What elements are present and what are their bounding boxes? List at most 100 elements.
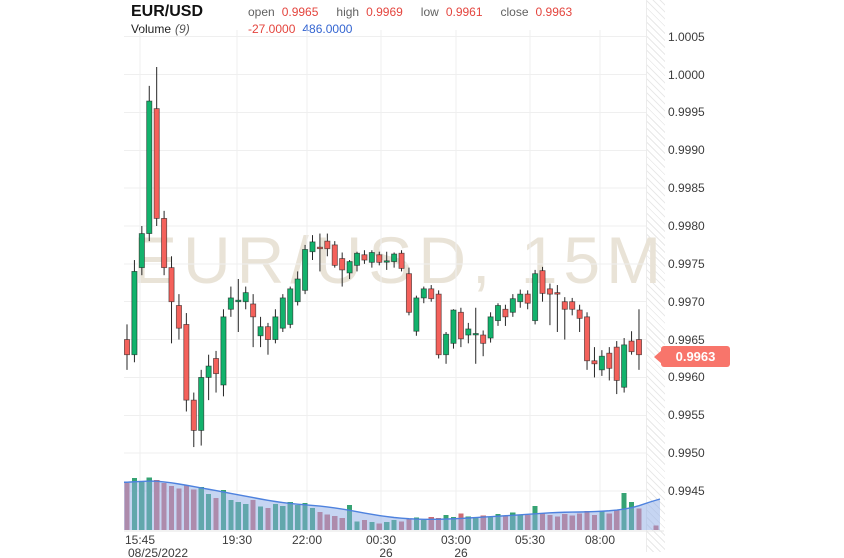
volume-indicator-label: Volume (9) [131,22,190,36]
candle-body-up [413,297,420,332]
close-label: close [500,5,529,19]
candle-body-up [465,328,472,336]
candle-body-up [272,316,279,340]
candle-body-up [517,293,524,303]
candle-body-down [183,324,190,401]
symbol-title: EUR/USD [131,3,204,20]
candle-body-up [487,316,494,339]
candle-body-down [324,240,331,250]
price-tag-value: 0.9963 [675,349,716,364]
candle-body-up [598,355,605,371]
ohlc-header: open 0.9965 high 0.9969 low 0.9961 close… [248,5,579,19]
candle-body-down [398,252,405,269]
candle-body-down [457,311,464,340]
candle-body-down [480,334,487,344]
price-scale-gutter [646,0,665,552]
candle-body-up [294,278,301,303]
time-axis-date-label: 08/25/2022 [127,546,189,558]
candle-body-up [242,292,249,303]
candle-body-down [613,346,620,381]
candle-body-up [146,100,153,234]
candle-body-up [205,365,212,378]
candle-body-down [316,246,323,250]
candle-body-up [621,344,628,388]
time-axis-date-label: 26 [379,546,393,558]
time-axis-label: 00:30 [365,533,397,547]
high-label: high [336,5,360,19]
price-axis-label: 0.9965 [668,332,705,347]
candle-body-down [250,303,257,318]
candle-body-down [175,305,182,329]
time-axis-label: 22:00 [291,533,323,547]
candle-body-down [124,339,131,356]
candle-body-down [606,352,613,369]
price-tag-arrow-icon [654,349,662,364]
candle-body-up [391,253,398,262]
candle-body-up [532,273,539,322]
candle-body-down [435,293,442,356]
candle-body-down [190,399,197,431]
candle-body-down [264,326,271,340]
price-axis[interactable]: 1.0005 1.0000 0.9995 0.9990 0.9985 0.9980 0.99… [668,0,738,530]
candle-body-down [554,292,561,295]
candle-body-up [257,326,264,337]
candle-body-up [354,252,361,266]
candle-body-up [443,333,450,356]
candle-body-down [569,301,576,310]
volume-label: Volume [131,22,172,36]
candle-body-up [235,299,242,303]
time-axis-label: 05:30 [514,533,546,547]
candle-body-up [287,288,294,325]
volume-ma-line [124,480,661,521]
volume-period: (9) [175,22,190,36]
candle-body-down [561,301,568,310]
price-axis-label: 0.9955 [668,408,705,423]
candle-body-down [405,273,412,313]
candle-body-down [539,270,546,294]
candle-body-down [213,358,220,375]
candle-body-up [420,288,427,299]
price-axis-label: 0.9945 [668,483,705,498]
price-axis-label: 0.9990 [668,143,705,158]
time-axis[interactable]: 15:45 08/25/2022 19:30 22:00 00:30 26 03:00 26 0… [0,533,844,558]
candle-body-down [584,316,591,362]
volume-change-value: -27.0000 [248,22,296,36]
candle-body-down [168,267,175,303]
candle-body-up [279,297,286,329]
high-value: 0.9969 [366,5,403,19]
candle-body-up [309,241,316,253]
candle-body-down [502,308,509,318]
candle-body-up [227,297,234,310]
candle-body-up [302,249,309,291]
candle-body-up [346,261,353,274]
candle-body-up [450,309,457,344]
price-axis-label: 0.9975 [668,256,705,271]
low-value: 0.9961 [445,5,483,19]
price-axis-label: 0.9985 [668,181,705,196]
price-axis-label: 0.9995 [668,105,705,120]
candle-body-up [220,316,227,386]
price-axis-label: 0.9980 [668,218,705,233]
last-price-tag: 0.9963 [654,346,730,367]
candle-body-down [339,258,346,271]
volume-ma-area [124,481,660,530]
price-axis-label: 0.9970 [668,294,705,309]
price-axis-label: 0.9960 [668,370,705,385]
volume-values: -27.0000 486.0000 [248,22,352,36]
volume-ma-value: 486.0000 [302,22,353,36]
time-axis-label: 03:00 [440,533,472,547]
candle-body-down [628,340,635,353]
candle-body-up [509,298,516,313]
candle-body-up [138,233,145,269]
candle-body-down [576,309,583,319]
candle-body-down [635,339,642,356]
candle-body-up [131,271,138,356]
price-axis-label: 1.0005 [668,29,705,44]
time-axis-label: 15:45 [124,533,156,547]
price-axis-label: 0.9950 [668,446,705,461]
candle-body-up [383,260,390,263]
candle-body-down [153,108,160,219]
candle-body-down [546,288,553,295]
